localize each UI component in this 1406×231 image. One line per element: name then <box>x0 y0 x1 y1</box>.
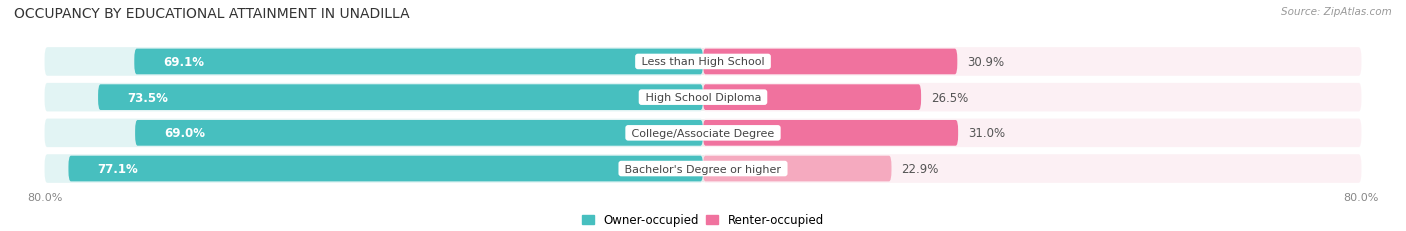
FancyBboxPatch shape <box>703 155 1361 183</box>
Text: Bachelor's Degree or higher: Bachelor's Degree or higher <box>621 164 785 174</box>
Text: Source: ZipAtlas.com: Source: ZipAtlas.com <box>1281 7 1392 17</box>
Text: 30.9%: 30.9% <box>967 56 1004 69</box>
Text: 31.0%: 31.0% <box>967 127 1005 140</box>
FancyBboxPatch shape <box>69 156 703 182</box>
FancyBboxPatch shape <box>135 49 703 75</box>
Text: 77.1%: 77.1% <box>97 162 138 175</box>
FancyBboxPatch shape <box>45 118 1361 148</box>
FancyBboxPatch shape <box>45 48 703 76</box>
FancyBboxPatch shape <box>703 119 1361 147</box>
Text: 22.9%: 22.9% <box>901 162 939 175</box>
Text: 69.1%: 69.1% <box>163 56 204 69</box>
Text: Less than High School: Less than High School <box>638 57 768 67</box>
FancyBboxPatch shape <box>45 84 703 112</box>
FancyBboxPatch shape <box>45 155 703 183</box>
Text: 69.0%: 69.0% <box>165 127 205 140</box>
Text: 73.5%: 73.5% <box>127 91 167 104</box>
FancyBboxPatch shape <box>135 121 703 146</box>
FancyBboxPatch shape <box>45 83 1361 113</box>
FancyBboxPatch shape <box>703 49 957 75</box>
Text: OCCUPANCY BY EDUCATIONAL ATTAINMENT IN UNADILLA: OCCUPANCY BY EDUCATIONAL ATTAINMENT IN U… <box>14 7 409 21</box>
Text: High School Diploma: High School Diploma <box>641 93 765 103</box>
FancyBboxPatch shape <box>45 47 1361 77</box>
Legend: Owner-occupied, Renter-occupied: Owner-occupied, Renter-occupied <box>578 209 828 231</box>
FancyBboxPatch shape <box>45 119 703 147</box>
FancyBboxPatch shape <box>703 156 891 182</box>
FancyBboxPatch shape <box>98 85 703 110</box>
FancyBboxPatch shape <box>45 154 1361 184</box>
Text: 26.5%: 26.5% <box>931 91 969 104</box>
FancyBboxPatch shape <box>703 48 1361 76</box>
Text: College/Associate Degree: College/Associate Degree <box>628 128 778 138</box>
FancyBboxPatch shape <box>703 121 957 146</box>
FancyBboxPatch shape <box>703 85 921 110</box>
FancyBboxPatch shape <box>703 84 1361 112</box>
